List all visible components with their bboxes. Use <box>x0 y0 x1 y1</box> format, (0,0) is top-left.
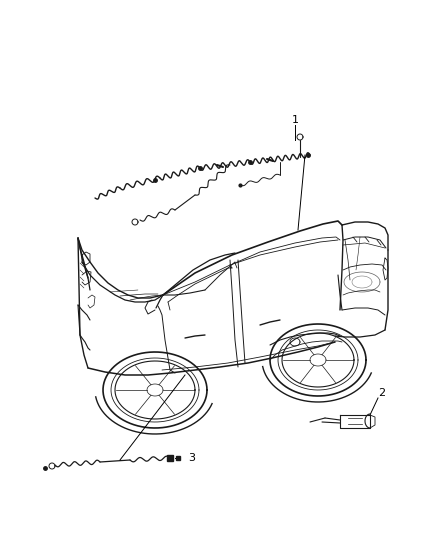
Text: 2: 2 <box>378 388 385 398</box>
Text: 1: 1 <box>292 115 299 125</box>
Text: 3: 3 <box>188 453 195 463</box>
